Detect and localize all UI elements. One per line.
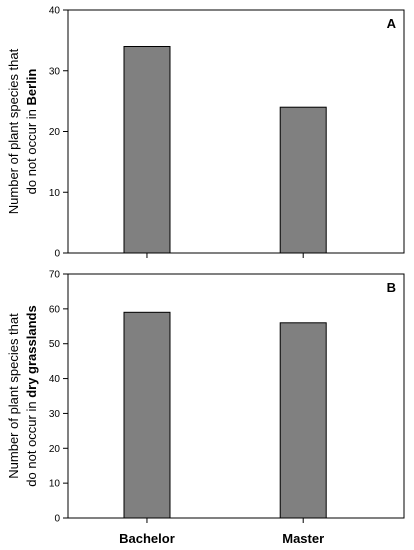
y-tick-label: 50 [49, 339, 61, 350]
y-axis-label-line2: do not occur in dry grasslands [24, 305, 39, 486]
bar-bachelor [123, 311, 171, 519]
y-axis-label-line2-emphasis: Berlin [24, 69, 39, 106]
bar-bachelor [123, 46, 171, 254]
chart-panel-a: 0 10 20 30 40 A Number of plant species that do… [6, 6, 405, 260]
x-tick-label-bachelor: Bachelor [119, 531, 175, 546]
chart-panel-b: 0 10 20 30 40 50 60 70 B Number of plant species … [6, 270, 405, 525]
y-axis-label: Number of plant species that do not occur… [6, 305, 39, 486]
x-tick-label-master: Master [282, 531, 324, 546]
y-tick-label: 0 [54, 514, 60, 525]
y-axis-label-line1: Number of plant species that [6, 313, 21, 479]
plot-frame [67, 273, 405, 519]
y-tick-label: 40 [49, 374, 61, 385]
y-tick-label: 10 [49, 479, 61, 490]
y-tick-label: 20 [49, 127, 61, 138]
y-tick-label: 70 [49, 270, 61, 281]
y-tick-label: 10 [49, 188, 61, 199]
panel-label: A [387, 16, 397, 31]
y-tick-label: 40 [49, 6, 61, 17]
y-tick-label: 30 [49, 409, 61, 420]
y-axis-label: Number of plant species that do not occur… [6, 48, 39, 214]
y-axis-label-line2: do not occur in Berlin [24, 69, 39, 195]
y-tick-label: 0 [54, 249, 60, 260]
y-axis-label-line2-prefix: do not occur in [24, 398, 39, 487]
y-tick-label: 30 [49, 66, 61, 77]
y-axis-label-line1: Number of plant species that [6, 48, 21, 214]
bar-master [279, 322, 327, 519]
panel-label: B [387, 280, 396, 295]
y-axis-label-line2-prefix: do not occur in [24, 105, 39, 194]
plot-frame [67, 9, 405, 254]
bar-master [279, 106, 327, 254]
y-tick-label: 60 [49, 304, 61, 315]
y-tick-label: 20 [49, 444, 61, 455]
y-axis-label-line2-emphasis: dry grasslands [24, 305, 39, 398]
